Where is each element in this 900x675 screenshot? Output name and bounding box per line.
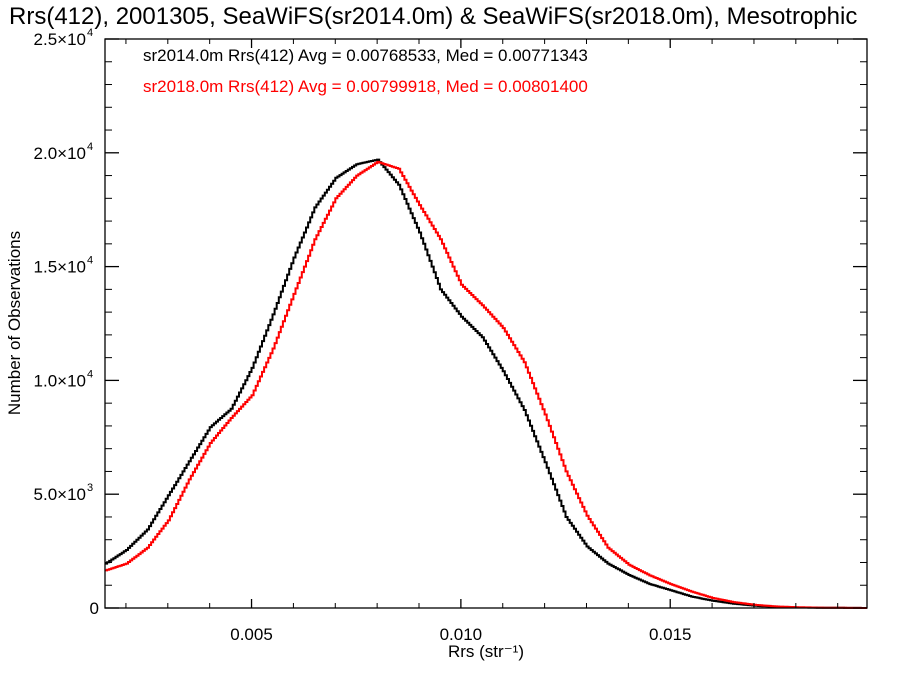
chart-title: Rrs(412), 2001305, SeaWiFS(sr2014.0m) & … [9,3,857,30]
x-axis-label: Rrs (str⁻¹) [448,642,524,661]
series-line-sr2018.0m [105,160,867,609]
y-tick-label: 1.5×10 [34,258,86,277]
y-tick-label: 2.0×10 [34,144,86,163]
y-tick-exponent: 4 [87,27,93,39]
x-tick-label: 0.010 [440,625,483,644]
y-tick-exponent: 4 [87,141,93,153]
series-line-sr2014.0m [105,158,867,609]
plot-frame [104,38,868,609]
y-tick-exponent: 4 [87,255,93,267]
y-tick-label: 2.5×10 [34,30,86,49]
y-tick-label: 5.0×10 [34,485,86,504]
y-tick-exponent: 4 [87,368,93,380]
x-axis: 0.005 0.010 0.015 [125,39,839,644]
y-tick-label: 0 [90,599,99,618]
legend-entry-sr2018: sr2018.0m Rrs(412) Avg = 0.00799918, Med… [143,77,588,96]
y-axis-label: Number of Observations [5,231,24,415]
y-tick-label: 1.0×10 [34,371,86,390]
y-axis: 05.0×10 31.0×10 41.5×10 42.0×10 42.5×10 4 [34,27,867,618]
x-tick-label: 0.005 [230,625,273,644]
series-layer [105,158,867,609]
y-tick-exponent: 3 [87,482,93,494]
x-tick-label: 0.015 [649,625,692,644]
legend-entry-sr2014: sr2014.0m Rrs(412) Avg = 0.00768533, Med… [143,46,588,65]
